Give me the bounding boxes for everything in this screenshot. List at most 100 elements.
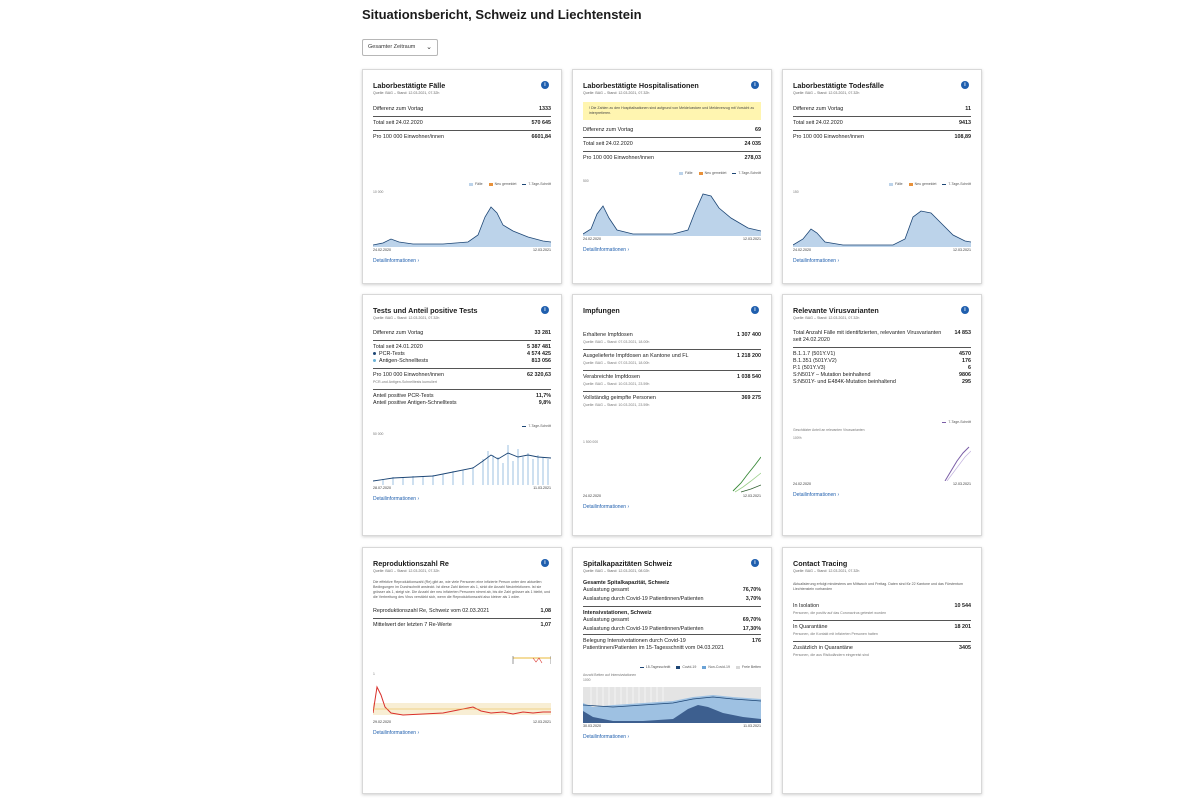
chart-legend: 7-Tage-Schnitt	[793, 420, 971, 424]
stat-row: Reproduktionszahl Re, Schweiz vom 02.03.…	[373, 608, 551, 614]
detail-link[interactable]: Detailinformationen ›	[793, 258, 840, 264]
card-faelle: i Laborbestätigte Fälle Quelle: BAG – St…	[362, 69, 562, 284]
card-meta: Quelle: BAG – Stand: 12.03.2021, 07.32h	[793, 91, 860, 95]
y-label: 1	[373, 672, 375, 676]
card-title: Impfungen	[583, 306, 620, 315]
card-repro: i Reproduktionszahl Re Quelle: BAG – Sta…	[362, 547, 562, 794]
card-varianten: i Relevante Virusvarianten Quelle: BAG –…	[782, 294, 982, 536]
card-title: Laborbestätigte Hospitalisationen	[583, 81, 699, 90]
stat-row: In Quarantäne Personen, die Kontakt mit i…	[793, 620, 971, 641]
stat-row: Ausgelieferte Impfdosen an Kantone und F…	[583, 349, 761, 370]
info-icon[interactable]: i	[961, 81, 969, 89]
x-axis-labels: 24.02.2020 12.03.2021	[583, 494, 761, 498]
stat-row: Pro 100 000 Einwohner/innen 108,89	[793, 130, 971, 144]
card-title: Relevante Virusvarianten	[793, 306, 879, 315]
x-axis-labels: 24.02.2020 12.03.2021	[583, 237, 761, 241]
stat-row: Pro 100 000 Einwohner/innen 278,03	[583, 151, 761, 165]
card-meta: Quelle: BAG – Stand: 12.03.2021, 07.32h	[793, 569, 860, 573]
icu-chart	[583, 687, 761, 723]
info-icon[interactable]: i	[751, 559, 759, 567]
warning-icon: !	[589, 106, 591, 110]
period-select-value: Gesamter Zeitraum	[368, 44, 416, 50]
card-hosp: i Laborbestätigte Hospitalisationen Quel…	[572, 69, 772, 284]
chart-label: Anzahl Betten auf Intensivstationen	[583, 673, 637, 677]
y-max-label: 10 000	[373, 190, 384, 194]
stat-row: Differenz zum Vortag 1333	[373, 106, 551, 112]
stat-row: Total seit 24.02.2020 24 035	[583, 137, 761, 151]
info-icon[interactable]: i	[541, 306, 549, 314]
stat-row: Differenz zum Vortag 69	[583, 127, 761, 133]
section-heading: Gesamte Spitalkapazität, Schweiz	[583, 580, 670, 586]
info-icon[interactable]: i	[541, 559, 549, 567]
chart-legend: Fälle Neu gemeldet 7-Tage-Schnitt	[583, 171, 761, 175]
card-tests: i Tests und Anteil positive Tests Quelle…	[362, 294, 562, 536]
detail-link[interactable]: Detailinformationen ›	[373, 496, 420, 502]
y-max-label: 500	[583, 179, 589, 183]
stat-row: Differenz zum Vortag 33 281	[373, 330, 551, 336]
x-axis-labels: 29.02.2020 12.03.2021	[373, 720, 551, 724]
vaccination-chart	[732, 456, 761, 493]
detail-link[interactable]: Detailinformationen ›	[583, 247, 630, 253]
card-tod: i Laborbestätigte Todesfälle Quelle: BAG…	[782, 69, 982, 284]
card-title: Laborbestätigte Fälle	[373, 81, 446, 90]
detail-link[interactable]: Detailinformationen ›	[373, 730, 420, 736]
y-max-label: 50 000	[373, 432, 384, 436]
variant-row: B.1.1.7 (501Y.V1) 4570	[793, 347, 971, 358]
stat-row: Auslastung gesamt 69,70%	[583, 617, 761, 623]
stat-row: Pro 100 000 Einwohner/innen PCR-und Antig…	[373, 368, 551, 389]
deaths-chart	[793, 210, 971, 247]
card-meta: Quelle: BAG – Stand: 12.03.2021, 07.32h	[793, 316, 860, 320]
card-title: Spitalkapazitäten Schweiz	[583, 559, 673, 568]
info-icon[interactable]: i	[541, 81, 549, 89]
card-meta: Quelle: BAG – Stand: 12.03.2021, 07.32h	[583, 91, 650, 95]
repro-range-selector[interactable]	[373, 654, 551, 668]
card-meta: Quelle: BAG – Stand: 12.03.2021, 07.32h	[373, 91, 440, 95]
stat-row: Verabreichte Impfdosen Quelle: BAG – Stan…	[583, 370, 761, 391]
page-title: Situationsbericht, Schweiz und Liechtens…	[362, 7, 642, 22]
detail-link[interactable]: Detailinformationen ›	[373, 258, 420, 264]
x-axis-labels: 24.02.2020 12.03.2021	[373, 248, 551, 252]
stat-row: Total seit 24.01.2020 5 387 481	[373, 340, 551, 351]
stat-row: Zusätzlich in Quarantäne Personen, die au…	[793, 641, 971, 662]
info-icon[interactable]: i	[751, 306, 759, 314]
stat-row: Total Anzahl Fälle mit identifizierten, …	[793, 330, 971, 343]
detail-link[interactable]: Detailinformationen ›	[793, 492, 840, 498]
stat-row: PCR-Tests 4 574 425	[373, 351, 551, 358]
chevron-down-icon: ⌄	[426, 44, 432, 51]
stat-row: Auslastung gesamt 76,70%	[583, 587, 761, 593]
y-max-label: 1 500 000	[583, 440, 599, 444]
stat-row: Total seit 24.02.2020 9413	[793, 116, 971, 130]
info-icon[interactable]: i	[961, 306, 969, 314]
section-heading: Intensivstationen, Schweiz	[583, 610, 652, 616]
stat-row: Antigen-Schnelltests 813 056	[373, 358, 551, 368]
chart-label: Geschätzter Anteil an relevanten Virusva…	[793, 428, 865, 432]
stat-row: In Isolation Personen, die positiv auf da…	[793, 603, 971, 615]
detail-link[interactable]: Detailinformationen ›	[583, 504, 630, 510]
card-meta: Quelle: BAG – Stand: 12.03.2021, 08.02h	[583, 569, 650, 573]
info-icon[interactable]: i	[751, 81, 759, 89]
x-axis-labels: 24.02.2020 12.03.2021	[793, 482, 971, 486]
variants-chart	[944, 446, 971, 481]
chart-legend: Fälle Neu gemeldet 7-Tage-Schnitt	[373, 182, 551, 186]
card-impf: i Impfungen Erhaltene Impfdosen Quelle: B…	[572, 294, 772, 536]
card-title: Laborbestätigte Todesfälle	[793, 81, 884, 90]
cases-chart	[373, 206, 551, 247]
y-max-label: 150	[793, 190, 799, 194]
description-text: Die effektive Reproduktionszahl (Re) gib…	[373, 580, 551, 599]
detail-link[interactable]: Detailinformationen ›	[583, 734, 630, 740]
period-select[interactable]: Gesamter Zeitraum ⌄	[362, 39, 438, 56]
chart-legend: 15-Tagesschnitt Covid-19 Non-Covid-19 Fr…	[583, 665, 761, 669]
card-spital: i Spitalkapazitäten Schweiz Quelle: BAG …	[572, 547, 772, 794]
stat-row: Anteil positive PCR-Tests 11,7%	[373, 389, 551, 400]
stat-row: Erhaltene Impfdosen Quelle: BAG – Stand: …	[583, 332, 761, 344]
card-contact: Contact Tracing Quelle: BAG – Stand: 12.…	[782, 547, 982, 794]
repro-chart	[373, 685, 551, 716]
variant-row: S:N501Y – Mutation beinhaltend 9806	[793, 372, 971, 378]
card-meta: Quelle: BAG – Stand: 12.03.2021, 07.32h	[373, 569, 440, 573]
stat-row: Mittelwert der letzten 7 Re-Werte 1,07	[373, 618, 551, 632]
stat-row: Auslastung durch Covid-19 Patientinnen/P…	[583, 596, 761, 602]
chart-legend: 7-Tage-Schnitt	[373, 424, 551, 428]
y-max-label: 100%	[793, 436, 802, 440]
stat-row: Differenz zum Vortag 11	[793, 106, 971, 112]
stat-row: Auslastung durch Covid-19 Patientinnen/P…	[583, 626, 761, 632]
